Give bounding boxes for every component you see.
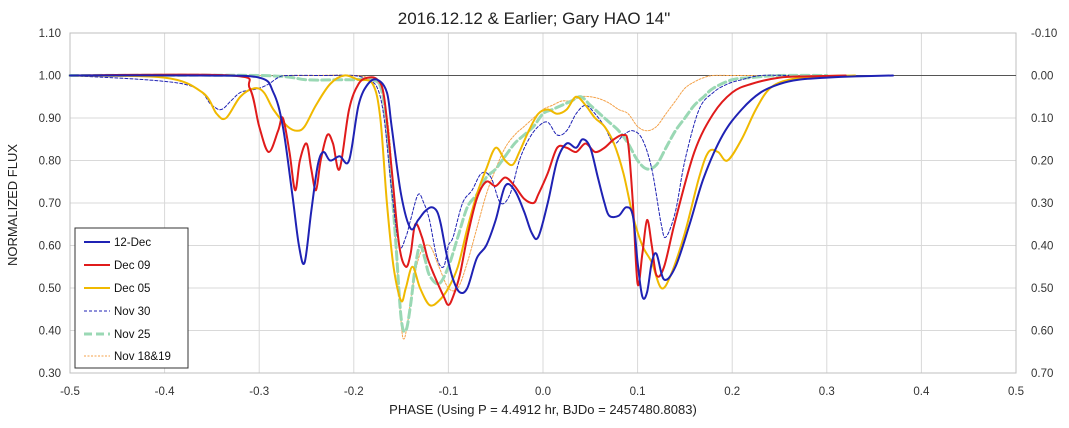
y-tick-label: 1.10 xyxy=(39,28,61,40)
series-group xyxy=(68,73,895,340)
chart-title: 2016.12.12 & Earlier; Gary HAO 14" xyxy=(398,9,671,28)
x-tick-label: 0.5 xyxy=(1008,386,1024,398)
series-line-dec-09 xyxy=(69,73,847,306)
x-tick-label: -0.5 xyxy=(60,386,80,398)
axis-ticks: 1.10 1.00 0.90 0.80 0.70 0.60 0.50 0.40 0.30 -0.1… xyxy=(39,28,1058,398)
series-line-dec-05 xyxy=(69,74,857,307)
x-tick-label: 0.2 xyxy=(724,386,740,398)
y-tick-label: 0.30 xyxy=(39,368,61,380)
y2-tick-label: 0.00 xyxy=(1031,71,1053,83)
plot-area xyxy=(69,32,1017,374)
legend-label: 12-Dec xyxy=(114,237,151,249)
y2-tick-label: 0.60 xyxy=(1031,326,1053,338)
x-tick-label: 0.4 xyxy=(913,386,930,398)
grid xyxy=(69,32,1017,374)
series-line-12-dec xyxy=(69,74,895,300)
x-tick-label: -0.2 xyxy=(344,386,364,398)
y-tick-label: 0.80 xyxy=(39,156,61,168)
x-tick-label: 0.1 xyxy=(630,386,646,398)
y2-tick-label: 0.20 xyxy=(1031,156,1053,168)
y2-tick-label: 0.70 xyxy=(1031,368,1053,380)
y2-tick-label: 0.30 xyxy=(1031,198,1053,210)
x-tick-label: -0.4 xyxy=(155,386,175,398)
y-tick-label: 0.70 xyxy=(39,198,61,210)
legend-label: Dec 09 xyxy=(114,260,150,272)
x-tick-label: -0.3 xyxy=(249,386,269,398)
series-line-nov-30 xyxy=(69,74,790,268)
y-axis-title: NORMALIZED FLUX xyxy=(5,144,20,266)
x-tick-label: 0.0 xyxy=(535,386,551,398)
legend-label: Nov 18&19 xyxy=(114,351,171,363)
x-tick-label: -0.1 xyxy=(438,386,458,398)
legend-box xyxy=(74,227,189,369)
y-tick-label: 1.00 xyxy=(39,71,61,83)
y2-tick-label: -0.10 xyxy=(1031,28,1057,40)
series-line-nov-25 xyxy=(68,73,829,334)
y2-tick-label: 0.50 xyxy=(1031,283,1053,295)
legend-label: Nov 25 xyxy=(114,329,150,341)
y-tick-label: 0.60 xyxy=(39,241,61,253)
x-tick-label: 0.3 xyxy=(819,386,835,398)
legend-label: Nov 30 xyxy=(114,306,150,318)
y-tick-label: 0.90 xyxy=(39,113,61,125)
x-axis-title: PHASE (Using P = 4.4912 hr, BJDo = 24574… xyxy=(389,402,697,417)
y-tick-label: 0.40 xyxy=(39,326,61,338)
legend: 12-Dec Dec 09 Dec 05 Nov 30 Nov 25 Nov 18&19 xyxy=(74,227,189,369)
legend-label: Dec 05 xyxy=(114,283,150,295)
y2-tick-label: 0.40 xyxy=(1031,241,1053,253)
y2-tick-label: 0.10 xyxy=(1031,113,1053,125)
y-tick-label: 0.50 xyxy=(39,283,61,295)
